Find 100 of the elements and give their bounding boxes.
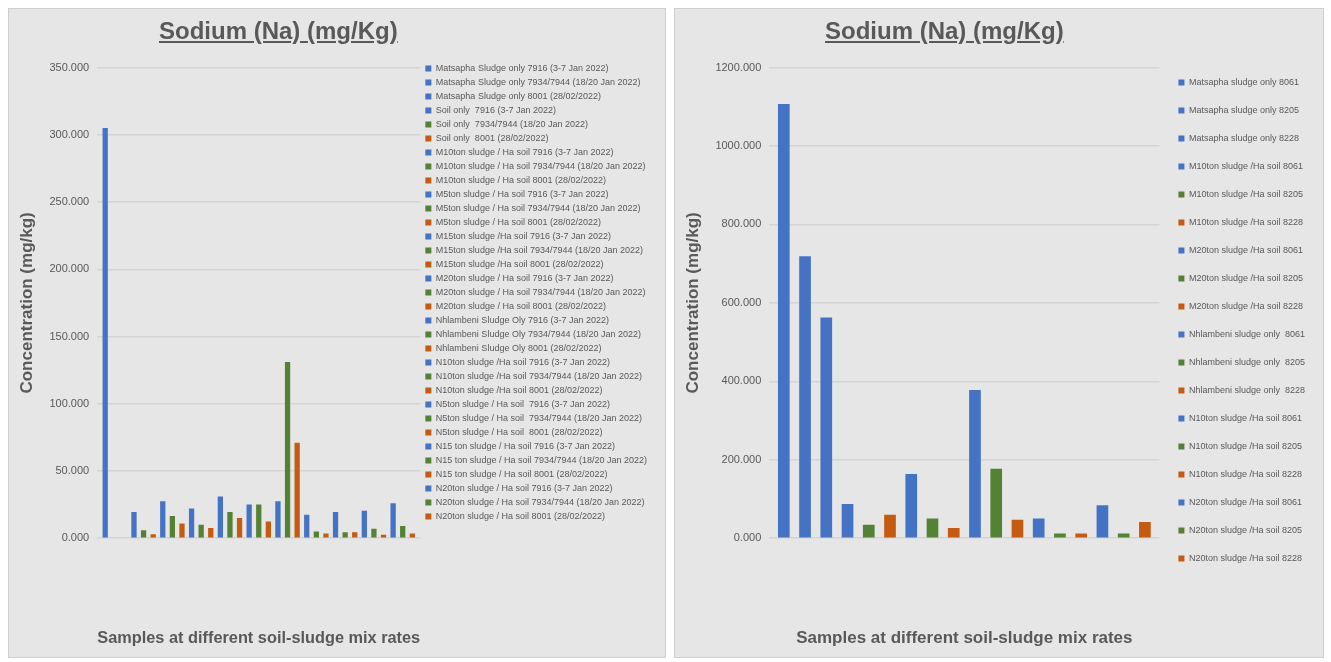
y-tick-label: 800.000 <box>721 217 762 230</box>
legend-label: M5ton sludge / Ha soil 7934/7944 (18/20 Jan 2022) <box>435 202 641 213</box>
bar <box>265 521 271 538</box>
bar <box>198 524 204 538</box>
bar <box>884 514 896 538</box>
y-tick-label: 350.000 <box>49 60 90 73</box>
legend-label: M20ton sludge /Ha soil 8205 <box>1188 272 1303 283</box>
bar <box>1117 533 1130 538</box>
legend-label: N15 ton sludge / Ha soil 7934/7944 (18/20 Jan 2022) <box>435 454 648 465</box>
bar <box>188 508 195 538</box>
y-tick-label: 0.000 <box>61 531 90 544</box>
legend-label: M15ton sludge /Ha soil 7916 (3-7 Jan 2022) <box>435 230 611 241</box>
bar <box>102 128 108 538</box>
legend-label: M5ton sludge / Ha soil 8001 (28/02/2022) <box>435 216 601 227</box>
legend-label: N20ton sludge /Ha soil 8061 <box>1188 496 1302 507</box>
legend-label: Matsapha sludge only 8205 <box>1188 104 1300 115</box>
legend-label: N5ton sludge / Ha soil 7934/7944 (18/20 Jan 2022) <box>435 412 643 423</box>
y-tick-label: 0.000 <box>733 531 762 544</box>
legend-label: Nhlambeni Sludge Oly 7934/7944 (18/20 Jan 2022) <box>435 328 642 339</box>
bar <box>284 362 291 538</box>
legend-label: Nhlambeni sludge only 8061 <box>1188 328 1305 339</box>
legend-label: Nhlambeni sludge only 8228 <box>1188 384 1305 395</box>
legend-label: N10ton sludge /Ha soil 8205 <box>1188 440 1302 451</box>
bar <box>799 256 811 538</box>
bar <box>947 528 960 538</box>
y-tick-label: 1000.000 <box>715 139 762 152</box>
bar <box>256 504 262 538</box>
bar <box>841 504 854 538</box>
legend-label: N10ton sludge /Ha soil 8228 <box>1188 468 1302 479</box>
legend-label: Matsapha Sludge only 8001 (28/02/2022) <box>435 90 601 101</box>
y-tick-label: 50.000 <box>55 464 90 476</box>
legend-label: N15 ton sludge / Ha soil 8001 (28/02/2022) <box>435 468 608 479</box>
y-tick-label: 200.000 <box>721 452 762 465</box>
bar <box>131 511 137 538</box>
legend-label: Matsapha Sludge only 7916 (3-7 Jan 2022) <box>435 62 609 73</box>
legend-label: Soil only 8001 (28/02/2022) <box>435 132 549 143</box>
x-axis-title: Samples at different soil-sludge mix rates <box>796 628 1133 648</box>
bar <box>179 523 185 538</box>
bar <box>1054 533 1066 538</box>
bar <box>217 496 224 538</box>
chart-title: Sodium (Na) (mg/Kg) <box>824 16 1065 46</box>
legend-label: N5ton sludge / Ha soil 8001 (28/02/2022) <box>435 426 603 437</box>
legend-label: N10ton sludge /Ha soil 8061 <box>1188 412 1302 423</box>
x-axis-title: Samples at different soil-sludge mix rates <box>97 628 421 648</box>
bar <box>361 510 367 538</box>
bar <box>313 531 319 538</box>
legend-label: Matsapha Sludge only 7934/7944 (18/20 Jan 2022) <box>435 76 641 87</box>
bar <box>342 532 348 538</box>
bar <box>820 317 833 538</box>
legend-label: Soil only 7934/7944 (18/20 Jan 2022) <box>435 118 588 129</box>
legend-label: Matsapha sludge only 8061 <box>1188 76 1300 87</box>
bar <box>1075 533 1088 538</box>
bar <box>160 501 166 538</box>
bar <box>371 528 377 538</box>
bar <box>1032 518 1045 538</box>
legend-label: Nhlambeni sludge only 8205 <box>1188 356 1305 367</box>
y-tick-label: 300.000 <box>49 127 90 140</box>
bar <box>275 501 281 538</box>
legend-label: M10ton sludge / Ha soil 8001 (28/02/2022) <box>435 174 606 185</box>
bar <box>169 516 176 538</box>
y-tick-label: 250.000 <box>49 195 90 208</box>
legend-label: M10ton sludge /Ha soil 8228 <box>1188 216 1303 227</box>
bar <box>1011 519 1024 538</box>
bar <box>227 511 233 538</box>
bar <box>208 528 214 538</box>
legend-label: N20ton sludge /Ha soil 8228 <box>1188 552 1302 563</box>
legend-label: M20ton sludge / Ha soil 7934/7944 (18/20 Jan 2022) <box>435 286 646 297</box>
bar <box>294 442 300 538</box>
bar <box>926 518 939 538</box>
y-tick-label: 150.000 <box>49 329 90 342</box>
bar <box>140 530 147 538</box>
bar <box>400 526 406 538</box>
y-axis-title: Concentration (mg/kg) <box>682 212 702 394</box>
legend-label: N15 ton sludge / Ha soil 7916 (3-7 Jan 2022) <box>435 440 615 451</box>
legend-label: N20ton sludge / Ha soil 7934/7944 (18/20 Jan 2022) <box>435 496 645 507</box>
legend-label: N20ton sludge /Ha soil 8205 <box>1188 524 1302 535</box>
y-tick-label: 200.000 <box>49 262 90 275</box>
legend-label: M15ton sludge /Ha soil 8001 (28/02/2022) <box>435 258 604 269</box>
bar <box>905 473 918 538</box>
bar <box>409 533 415 538</box>
bar <box>246 504 252 538</box>
legend-label: Matsapha sludge only 8228 <box>1188 132 1300 143</box>
bar <box>862 524 875 538</box>
y-tick-label: 600.000 <box>721 295 762 308</box>
legend-label: N20ton sludge / Ha soil 8001 (28/02/2022) <box>435 510 605 521</box>
legend-label: N5ton sludge / Ha soil 7916 (3-7 Jan 2022) <box>435 398 610 409</box>
legend-label: M10ton sludge /Ha soil 8061 <box>1188 160 1303 171</box>
legend-label: M5ton sludge / Ha soil 7916 (3-7 Jan 2022) <box>435 188 609 199</box>
y-tick-label: 400.000 <box>721 374 762 387</box>
y-tick-label: 100.000 <box>49 396 90 409</box>
bar <box>323 533 329 538</box>
legend-label: M10ton sludge /Ha soil 8205 <box>1188 188 1303 199</box>
legend-label: Nhlambeni Sludge Oly 7916 (3-7 Jan 2022) <box>435 314 609 325</box>
legend-label: M20ton sludge /Ha soil 8061 <box>1188 244 1303 255</box>
chart-title: Sodium (Na) (mg/Kg) <box>158 16 399 46</box>
bar <box>990 468 1003 538</box>
y-tick-label: 1200.000 <box>715 60 762 73</box>
bar <box>390 503 396 538</box>
legend-label: M15ton sludge /Ha soil 7934/7944 (18/20 Jan 2022) <box>435 244 644 255</box>
legend-label: Nhlambeni Sludge Oly 8001 (28/02/2022) <box>435 342 602 353</box>
